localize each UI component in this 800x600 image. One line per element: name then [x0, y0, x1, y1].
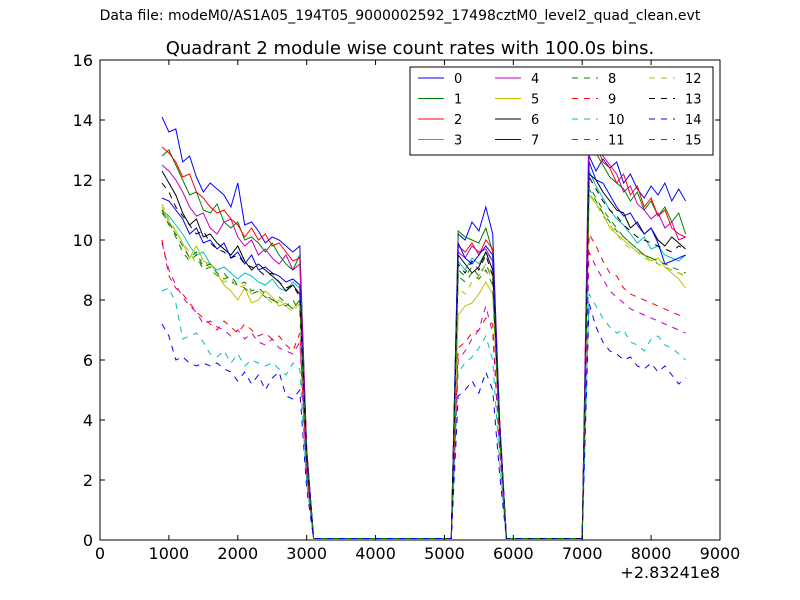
legend-label-5: 5: [531, 93, 539, 108]
legend-label-1: 1: [454, 93, 462, 108]
y-tick-label: 14: [73, 111, 93, 130]
legend-label-10: 10: [608, 113, 625, 128]
x-offset-label: +2.83241e8: [620, 563, 720, 582]
chart-title: Quadrant 2 module wise count rates with …: [166, 38, 655, 59]
y-tick-label: 10: [73, 231, 93, 250]
x-tick-label: 9000: [700, 544, 741, 563]
y-tick-label: 8: [83, 291, 93, 310]
y-tick-label: 0: [83, 531, 93, 550]
legend-label-8: 8: [608, 72, 616, 87]
axis-ticks: 0 1000 2000 3000 4000 5000 6000 7000 8000 9000 0 2 4…: [73, 51, 741, 563]
x-tick-label: 8000: [631, 544, 672, 563]
y-tick-label: 16: [73, 51, 93, 70]
legend-label-4: 4: [531, 72, 539, 87]
series-line-14: [161, 302, 686, 539]
x-tick-label: 0: [95, 544, 105, 563]
legend-label-7: 7: [531, 134, 539, 149]
legend-label-14: 14: [685, 113, 702, 128]
x-tick-label: 4000: [355, 544, 396, 563]
series-lines: [161, 110, 687, 539]
legend-label-3: 3: [454, 134, 462, 149]
legend-label-13: 13: [685, 93, 702, 108]
legend-label-12: 12: [685, 72, 702, 87]
legend-label-15: 15: [685, 134, 702, 149]
y-tick-label: 12: [73, 171, 93, 190]
y-tick-label: 6: [83, 351, 93, 370]
legend-label-6: 6: [531, 113, 539, 128]
legend-label-0: 0: [454, 72, 462, 87]
legend-label-11: 11: [608, 134, 625, 149]
y-tick-label: 4: [83, 411, 93, 430]
y-tick-label: 2: [83, 471, 93, 490]
x-tick-label: 3000: [286, 544, 327, 563]
x-tick-label: 7000: [562, 544, 603, 563]
series-line-9: [161, 232, 686, 539]
x-tick-label: 6000: [493, 544, 534, 563]
x-tick-label: 1000: [149, 544, 190, 563]
legend-frame: [409, 66, 714, 156]
x-tick-label: 2000: [217, 544, 258, 563]
legend-label-9: 9: [608, 93, 616, 108]
figure-suptitle: Data file: modeM0/AS1A05_194T05_90000025…: [99, 8, 701, 24]
legend-label-2: 2: [454, 113, 462, 128]
x-tick-label: 5000: [424, 544, 465, 563]
